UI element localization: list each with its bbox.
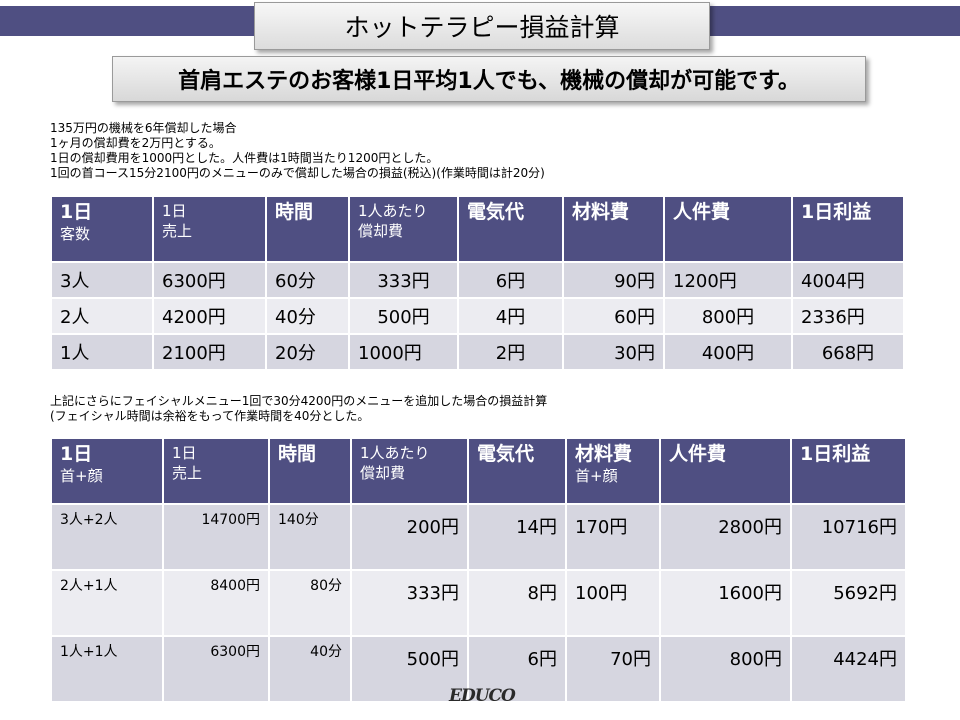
table-cell: 4円: [459, 299, 562, 333]
table-cell: 40分: [267, 299, 348, 333]
col-sales-header: 1日 売上: [154, 197, 265, 261]
table-cell: 60円: [564, 299, 663, 333]
table-header-row: 1日 客数 1日 売上 時間 1人あたり 償却費 電気代 材料費 人件費 1日利益: [52, 197, 903, 261]
table-cell: 3人+2人: [52, 505, 162, 569]
table-cell: 2100円: [154, 335, 265, 369]
col-customers-header: 1日 首+顔: [52, 439, 162, 503]
note-line: 上記にさらにフェイシャルメニュー1回で30分4200円のメニューを追加した場合の…: [50, 394, 548, 408]
table-cell: 1人+1人: [52, 637, 162, 701]
table-cell: 1人: [52, 335, 152, 369]
notes-top: 135万円の機械を6年償却した場合 1ヶ月の償却費を2万円とする。 1日の償却費…: [50, 121, 545, 181]
table-cell: 8円: [469, 571, 565, 635]
table-cell: 60分: [267, 263, 348, 297]
notes-bottom: 上記にさらにフェイシャルメニュー1回で30分4200円のメニューを追加した場合の…: [50, 394, 547, 424]
table-cell: 1000円: [350, 335, 457, 369]
note-line: 135万円の機械を6年償却した場合: [50, 121, 237, 135]
table-cell: 4200円: [154, 299, 265, 333]
col-labor-header: 人件費: [661, 439, 790, 503]
profit-table-neck: 1日 客数 1日 売上 時間 1人あたり 償却費 電気代 材料費 人件費 1日利益 3…: [50, 195, 905, 371]
col-profit-header: 1日利益: [792, 439, 905, 503]
profit-table-neck-face: 1日 首+顔 1日 売上 時間 1人あたり 償却費 電気代 材料費 首+顔 人件費 1日…: [50, 437, 907, 703]
table-cell: 333円: [352, 571, 467, 635]
table-cell: 10716円: [792, 505, 905, 569]
table-cell: 14700円: [164, 505, 268, 569]
table-row: 3人+2人 14700円 140分 200円 14円 170円 2800円 10…: [52, 505, 905, 569]
note-line: 1日の償却費用を1000円とした。人件費は1時間当たり1200円とした。: [50, 151, 439, 165]
table-cell: 1600円: [661, 571, 790, 635]
col-profit-header: 1日利益: [793, 197, 903, 261]
page-subtitle: 首肩エステのお客様1日平均1人でも、機械の償却が可能です。: [112, 56, 866, 102]
col-electricity-header: 電気代: [459, 197, 562, 261]
table-cell: 40分: [270, 637, 350, 701]
page-title: ホットテラピー損益計算: [254, 2, 710, 50]
col-sales-header: 1日 売上: [164, 439, 268, 503]
col-depreciation-header: 1人あたり 償却費: [352, 439, 467, 503]
table-cell: 2人: [52, 299, 152, 333]
table-cell: 400円: [665, 335, 791, 369]
table-cell: 140分: [270, 505, 350, 569]
table-row: 3人 6300円 60分 333円 6円 90円 1200円 4004円: [52, 263, 903, 297]
col-material-header: 材料費 首+顔: [567, 439, 659, 503]
table-cell: 90円: [564, 263, 663, 297]
table-cell: 4424円: [792, 637, 905, 701]
col-material-header: 材料費: [564, 197, 663, 261]
table-cell: 20分: [267, 335, 348, 369]
table-row: 2人 4200円 40分 500円 4円 60円 800円 2336円: [52, 299, 903, 333]
table-cell: 3人: [52, 263, 152, 297]
table-cell: 6300円: [164, 637, 268, 701]
table-cell: 14円: [469, 505, 565, 569]
table-cell: 333円: [350, 263, 457, 297]
col-customers-header: 1日 客数: [52, 197, 152, 261]
table-cell: 6300円: [154, 263, 265, 297]
table-cell: 668円: [793, 335, 903, 369]
col-labor-header: 人件費: [665, 197, 791, 261]
table-header-row: 1日 首+顔 1日 売上 時間 1人あたり 償却費 電気代 材料費 首+顔 人件費 1日…: [52, 439, 905, 503]
table-cell: 5692円: [792, 571, 905, 635]
table-row: 1人+1人 6300円 40分 500円 6円 70円 800円 4424円: [52, 637, 905, 701]
col-time-header: 時間: [270, 439, 350, 503]
table-cell: 2人+1人: [52, 571, 162, 635]
table-cell: 4004円: [793, 263, 903, 297]
table-cell: 2800円: [661, 505, 790, 569]
table-cell: 2円: [459, 335, 562, 369]
col-depreciation-header: 1人あたり 償却費: [350, 197, 457, 261]
educo-logo: EDUCO: [449, 686, 516, 706]
table-cell: 6円: [469, 637, 565, 701]
note-line: 1回の首コース15分2100円のメニューのみで償却した場合の損益(税込)(作業時…: [50, 166, 545, 180]
table-cell: 2336円: [793, 299, 903, 333]
table-cell: 800円: [661, 637, 790, 701]
table-cell: 70円: [567, 637, 659, 701]
table-cell: 800円: [665, 299, 791, 333]
table-row: 1人 2100円 20分 1000円 2円 30円 400円 668円: [52, 335, 903, 369]
table-cell: 1200円: [665, 263, 791, 297]
table-cell: 6円: [459, 263, 562, 297]
note-line: 1ヶ月の償却費を2万円とする。: [50, 136, 221, 150]
table-cell: 30円: [564, 335, 663, 369]
table-cell: 500円: [350, 299, 457, 333]
table-cell: 100円: [567, 571, 659, 635]
note-line: (フェイシャル時間は余裕をもって作業時間を40分とした。: [50, 409, 370, 423]
table-cell: 500円: [352, 637, 467, 701]
table-cell: 8400円: [164, 571, 268, 635]
table-cell: 170円: [567, 505, 659, 569]
table-cell: 80分: [270, 571, 350, 635]
col-time-header: 時間: [267, 197, 348, 261]
table-cell: 200円: [352, 505, 467, 569]
col-electricity-header: 電気代: [469, 439, 565, 503]
table-row: 2人+1人 8400円 80分 333円 8円 100円 1600円 5692円: [52, 571, 905, 635]
